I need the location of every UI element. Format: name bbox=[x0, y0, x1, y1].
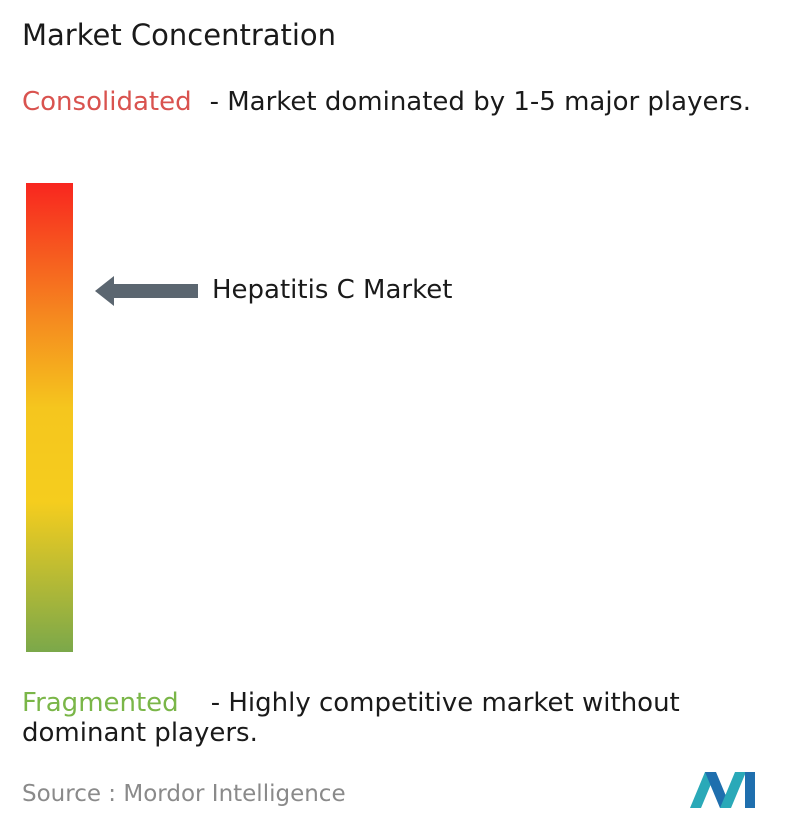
logo bbox=[690, 772, 755, 808]
fragmented-label: Fragmented bbox=[22, 688, 179, 718]
concentration-bar bbox=[26, 183, 73, 652]
source-label: Source : bbox=[22, 781, 117, 807]
consolidated-label: Consolidated bbox=[22, 87, 192, 117]
consolidated-text: Consolidated - Market dominated by 1-5 ma… bbox=[22, 87, 787, 117]
source: Source : Mordor Intelligence bbox=[22, 781, 346, 807]
marker-label: Hepatitis C Market bbox=[212, 275, 453, 305]
marker-arrow bbox=[95, 276, 198, 306]
fragmented-description: - Highly competitive market without domi… bbox=[22, 688, 680, 748]
fragmented-text: Fragmented - Highly competitive market wi… bbox=[22, 688, 787, 748]
title: Market Concentration bbox=[22, 18, 337, 52]
consolidated-description: - Market dominated by 1-5 major players. bbox=[209, 87, 751, 117]
source-name: Mordor Intelligence bbox=[123, 781, 346, 807]
